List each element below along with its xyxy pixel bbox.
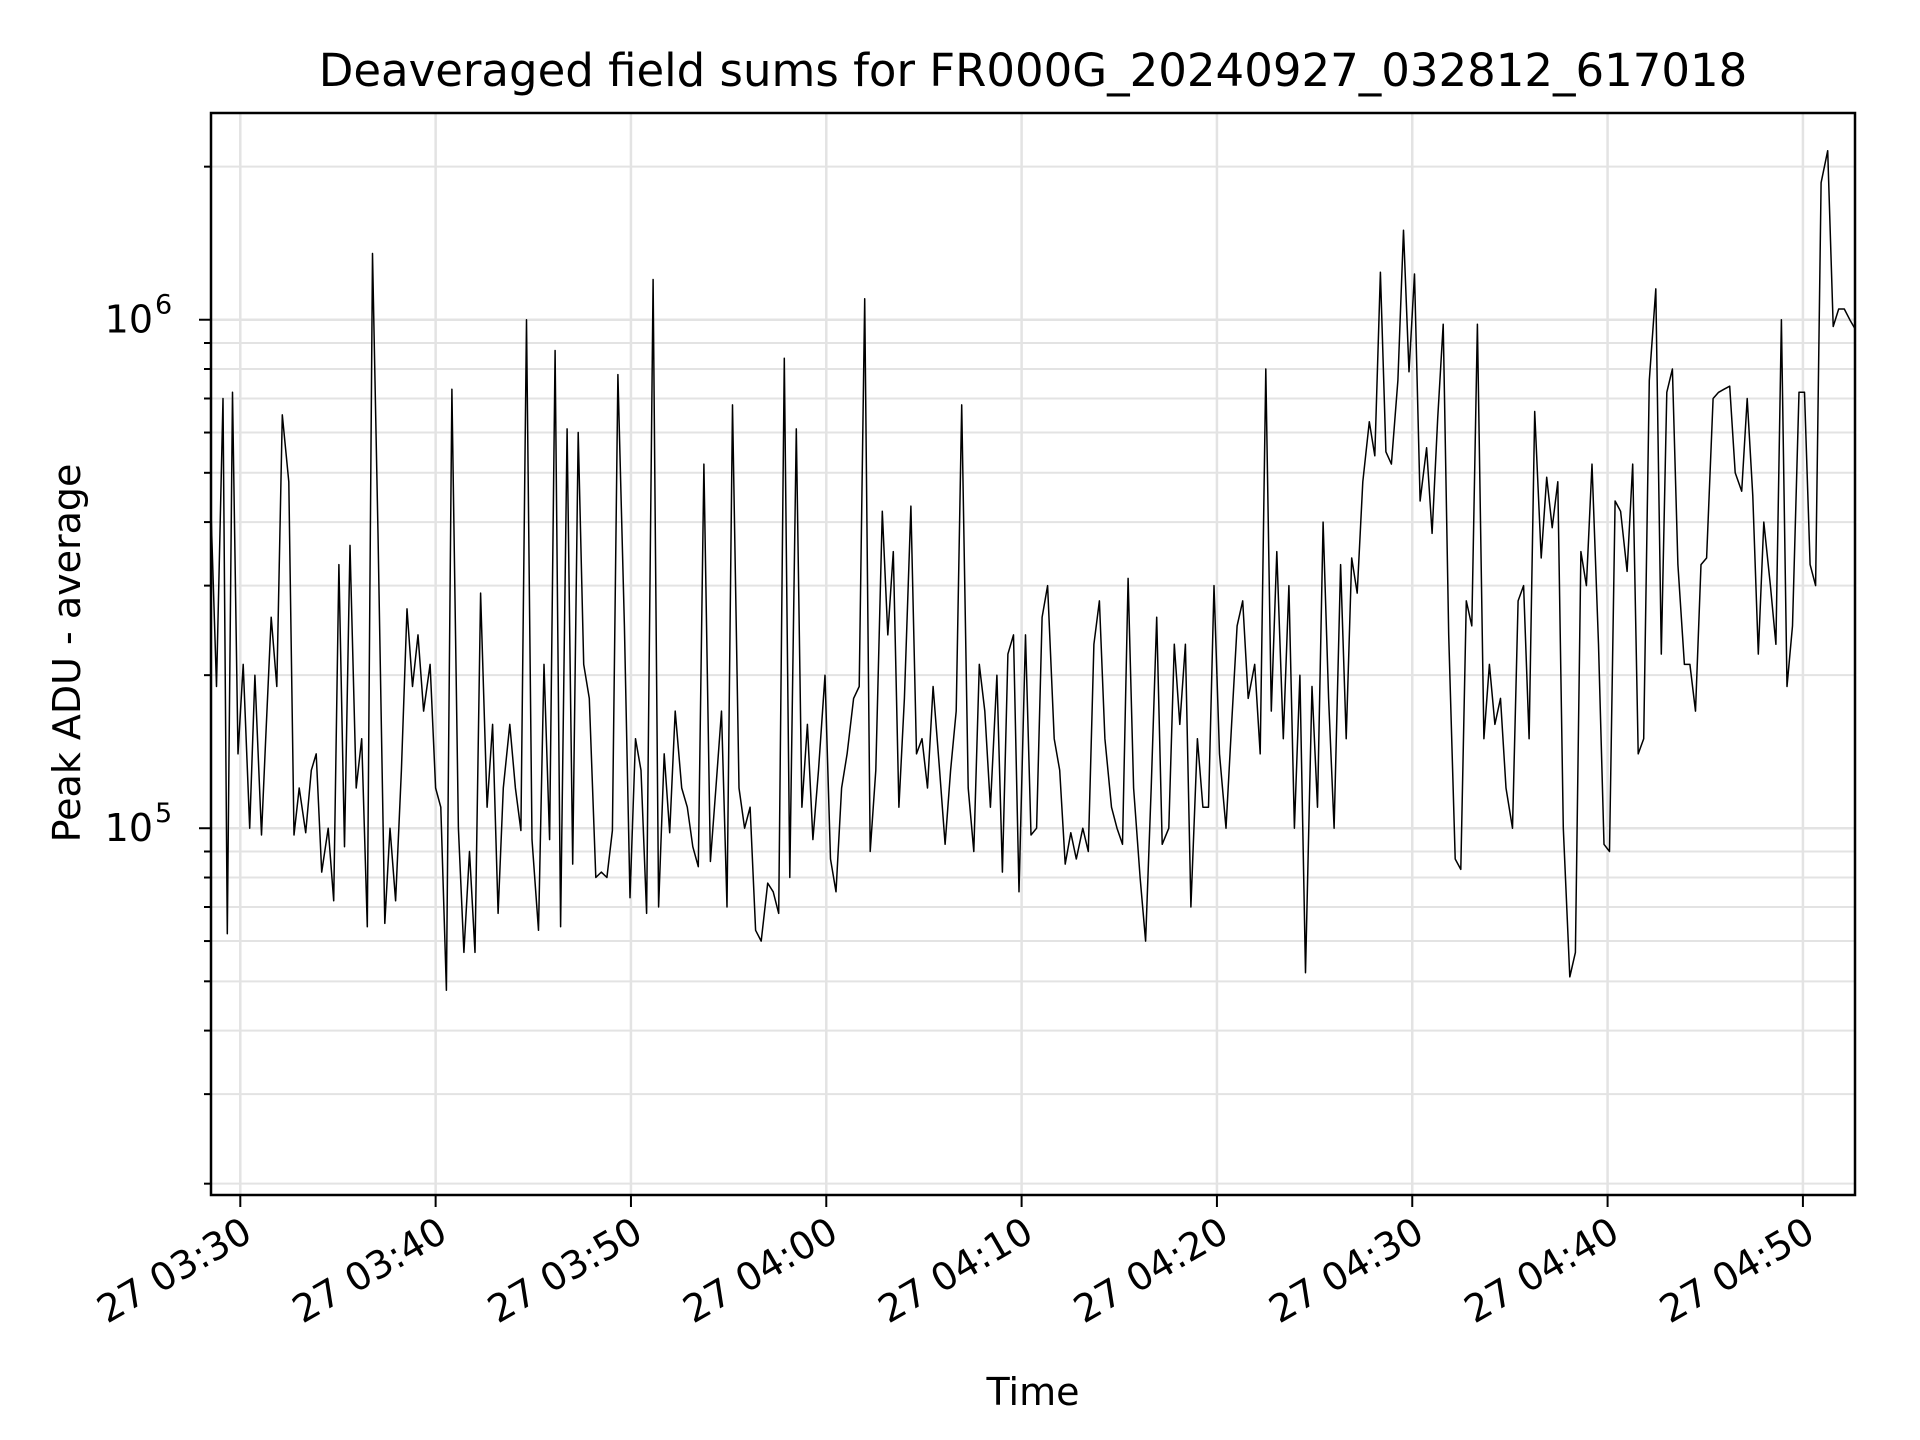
- x-tick-label: 27 04:50: [1652, 1209, 1821, 1332]
- y-tick-label-exponent: 5: [155, 798, 172, 829]
- x-tick-label: 27 03:30: [90, 1209, 259, 1332]
- plot-area-frame: [209, 111, 1857, 1197]
- x-tick-label: 27 04:40: [1457, 1209, 1626, 1332]
- x-tick-label: 27 04:30: [1262, 1209, 1431, 1332]
- grid: [211, 113, 1855, 1195]
- x-tick-label: 27 03:40: [285, 1209, 454, 1332]
- x-tick-label: 27 04:00: [676, 1209, 845, 1332]
- chart-title: Deaveraged field sums for FR000G_2024092…: [319, 44, 1748, 97]
- x-axis: 27 03:30 27 03:40 27 03:50 27 04:00 27 04:10…: [90, 1195, 1821, 1332]
- x-tick-label: 27 04:10: [871, 1209, 1040, 1332]
- y-tick-label: 10: [105, 806, 153, 850]
- y-axis-title: Peak ADU - average: [45, 464, 89, 843]
- series-line: [210, 149, 1856, 992]
- x-axis-title: Time: [986, 1370, 1080, 1414]
- x-tick-label: 27 03:50: [480, 1209, 649, 1332]
- x-tick-label: 27 04:20: [1066, 1209, 1235, 1332]
- y-tick-label: 10: [105, 298, 153, 342]
- y-tick-label-exponent: 6: [155, 290, 172, 321]
